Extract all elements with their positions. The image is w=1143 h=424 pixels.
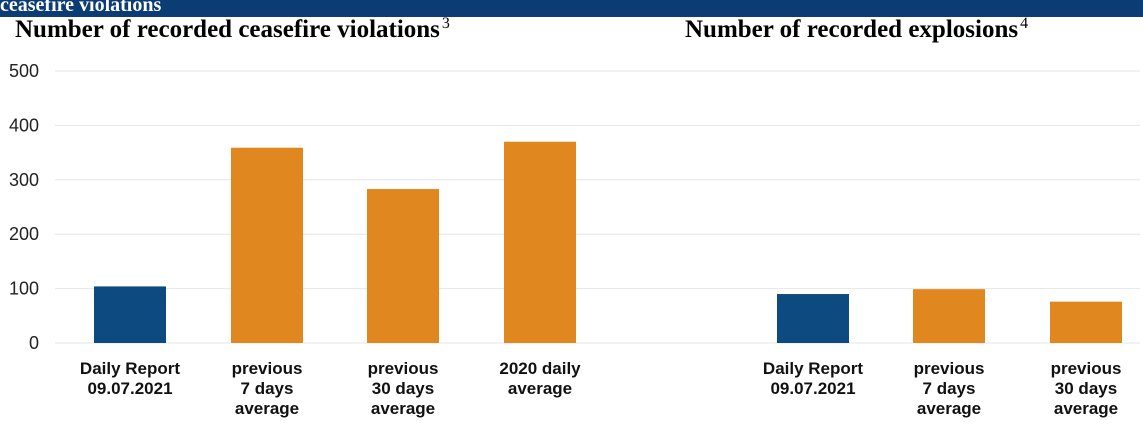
title-text: Number of recorded explosions [685, 16, 1019, 43]
title-text: Number of recorded ceasefire violations [15, 16, 440, 43]
y-tick-label: 300 [9, 170, 39, 190]
bar-chart0-2 [367, 189, 439, 343]
footnote-marker: 3 [441, 15, 450, 32]
x-tick-label: previous 30 days average [368, 359, 439, 418]
footnote-marker: 4 [1020, 15, 1029, 32]
x-tick-label: 2020 daily average [499, 359, 581, 398]
chart-title-explosions: Number of recorded explosions 4 [685, 15, 1028, 44]
y-tick-label: 100 [9, 279, 39, 299]
y-tick-label: 500 [9, 61, 39, 81]
section-banner: ceasefire violations [0, 0, 1143, 17]
bar-chart1-2 [1050, 301, 1122, 343]
x-tick-label: previous 7 days average [232, 359, 303, 418]
x-tick-label: Daily Report 09.07.2021 [763, 359, 863, 398]
x-tick-label: Daily Report 09.07.2021 [80, 359, 180, 398]
banner-text: ceasefire violations [0, 0, 162, 16]
y-tick-label: 200 [9, 224, 39, 244]
bar-chart0-1 [231, 147, 303, 343]
y-tick-label: 400 [9, 115, 39, 135]
bar-chart0-3 [504, 141, 576, 343]
bar-chart1-0 [777, 294, 849, 343]
x-tick-label: previous 7 days average [914, 359, 985, 418]
chart-title-ceasefire-violations: Number of recorded ceasefire violations 3 [15, 15, 450, 44]
bar-chart1-1 [913, 289, 985, 343]
x-tick-label: previous 30 days average [1051, 359, 1122, 418]
y-tick-label: 0 [29, 333, 39, 353]
bar-chart0-0 [94, 286, 166, 343]
